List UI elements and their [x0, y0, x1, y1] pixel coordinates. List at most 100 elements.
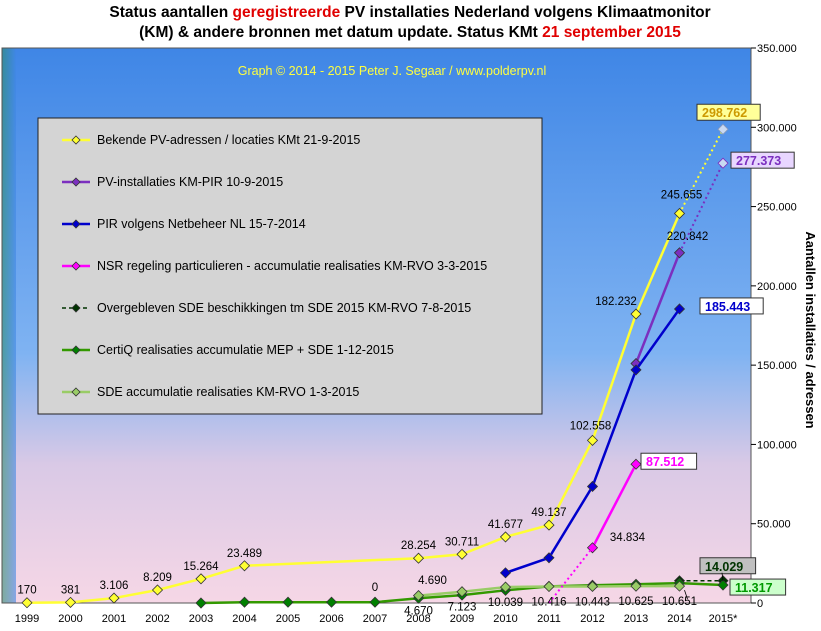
x-tick-label: 2000 [58, 613, 82, 625]
data-label: 4.690 [418, 575, 447, 587]
x-tick-label: 2002 [145, 613, 169, 625]
data-label: 182.232 [595, 296, 637, 308]
series-marker-6 [499, 581, 512, 593]
legend-swatch-marker [71, 135, 81, 145]
legend-entry-label: Overgebleven SDE beschikkingen tm SDE 20… [97, 301, 471, 315]
x-tick-label: 2005 [276, 613, 300, 625]
legend-swatch-marker [71, 219, 81, 229]
projection-line-0 [678, 128, 724, 214]
projection-marker-1 [717, 157, 729, 169]
projection-label-4-text: 14.029 [705, 560, 743, 574]
projection-label-1-box [730, 151, 795, 169]
series-marker-5 [369, 596, 381, 608]
projection-label-2-box [699, 297, 764, 315]
x-tick-label: 2008 [406, 613, 430, 625]
series-marker-6 [630, 580, 642, 592]
series-line-3 [591, 463, 638, 549]
series-marker-0 [543, 519, 555, 531]
legend-swatch-marker [71, 387, 81, 397]
series-marker-0 [586, 434, 599, 446]
series-marker-6 [543, 580, 555, 593]
projection-label-3-box [640, 452, 698, 470]
series-marker-0 [151, 584, 164, 596]
projection-label-4-box [699, 557, 757, 575]
series-marker-2 [586, 480, 599, 493]
series-marker-0 [412, 552, 425, 564]
title-highlight2: 21 september 2015 [542, 24, 681, 41]
data-label: 7.123 [448, 602, 477, 614]
data-label: 10.039 [488, 597, 523, 609]
title-part2: PV installaties Nederland volgens Klimaa… [340, 4, 710, 21]
series-marker-0 [499, 531, 512, 543]
series-marker-0 [630, 308, 642, 320]
series-marker-2 [543, 552, 555, 564]
legend-swatch-marker [71, 177, 81, 187]
series-marker-0 [195, 573, 207, 585]
y-tick-label: 200.000 [757, 281, 797, 293]
x-tick-label: 2015* [709, 613, 738, 625]
projection-label-1-text: 277.373 [736, 154, 781, 168]
projection-label-2-text: 185.443 [705, 300, 750, 314]
series-marker-0 [21, 597, 33, 609]
series-marker-0 [238, 560, 251, 572]
x-tick-label: 2010 [493, 613, 517, 625]
legend-entry-label: Bekende PV-adressen / locaties KMt 21-9-… [97, 133, 360, 147]
data-label: 23.489 [227, 548, 262, 560]
legend-entry-label: CertiQ realisaties accumulatie MEP + SDE… [97, 343, 394, 357]
data-label: 4.670 [404, 606, 433, 618]
y-tick-label: 300.000 [757, 122, 797, 134]
projection-leader-4 [721, 572, 724, 581]
legend-entry-label: PV-installaties KM-PIR 10-9-2015 [97, 175, 283, 189]
legend-entry-label: NSR regeling particulieren - accumulatie… [97, 259, 487, 273]
data-label: 10.625 [618, 596, 653, 608]
series-marker-3 [630, 458, 642, 470]
projection-marker-0 [717, 123, 729, 135]
y-tick-label: 50.000 [757, 519, 791, 531]
series-marker-5 [325, 596, 338, 608]
label-leader [684, 589, 688, 600]
data-label: 102.558 [570, 420, 612, 432]
projection-label-0-box [696, 103, 761, 121]
data-label: 10.443 [575, 596, 610, 608]
data-label: 0 [372, 582, 378, 594]
data-label: 170 [17, 585, 36, 597]
y-tick-label: 350.000 [757, 43, 797, 55]
chart-title-line1: Status aantallen geregistreerde PV insta… [109, 4, 710, 21]
projection-label-5-box [729, 578, 787, 596]
axes: 0 50.000 100.000 150.000 200.000 250.000 300.0… [15, 43, 797, 625]
legend-box [37, 117, 543, 415]
series-marker-5 [717, 579, 729, 591]
x-tick-label: 2009 [450, 613, 474, 625]
legend-entry-label: PIR volgens Netbeheer NL 15-7-2014 [97, 217, 306, 231]
projection-label-3-text: 87.512 [646, 455, 684, 469]
series-marker-6 [673, 580, 686, 592]
projection-line-3 [548, 547, 594, 604]
legend: Bekende PV-adressen / locaties KMt 21-9-… [37, 117, 543, 415]
data-label: 10.416 [531, 596, 566, 608]
legend-entry-label: SDE accumulatie realisaties KM-RVO 1-3-2… [97, 385, 359, 399]
y-tick-label: 0 [757, 598, 763, 610]
data-label: 245.655 [661, 189, 703, 201]
title-part3: (KM) & andere bronnen met datum update. … [139, 24, 542, 41]
series-marker-0 [108, 592, 120, 604]
x-tick-label: 2003 [189, 613, 213, 625]
legend-swatch-marker [71, 261, 81, 271]
data-label: 3.106 [100, 580, 129, 592]
x-tick-label: 2001 [102, 613, 126, 625]
series-marker-2 [499, 567, 512, 579]
series-marker-5 [238, 596, 251, 608]
data-label: 220.842 [667, 231, 709, 243]
labels-layer: 170 381 3.106 8.209 15.264 23.489 28.254 30.711… [17, 103, 795, 618]
projection-label-0-text: 298.762 [702, 106, 747, 120]
chart-credit: Graph © 2014 - 2015 Peter J. Segaar / ww… [238, 64, 546, 78]
series-marker-5 [282, 596, 294, 608]
data-label: 41.677 [488, 519, 523, 531]
legend-swatch-marker [71, 345, 81, 355]
x-tick-label: 2011 [537, 613, 561, 625]
data-label: 381 [61, 584, 80, 596]
x-tick-label: 2006 [319, 613, 343, 625]
series-marker-6 [586, 580, 599, 593]
series-marker-0 [456, 548, 468, 560]
x-tick-label: 2012 [580, 613, 604, 625]
